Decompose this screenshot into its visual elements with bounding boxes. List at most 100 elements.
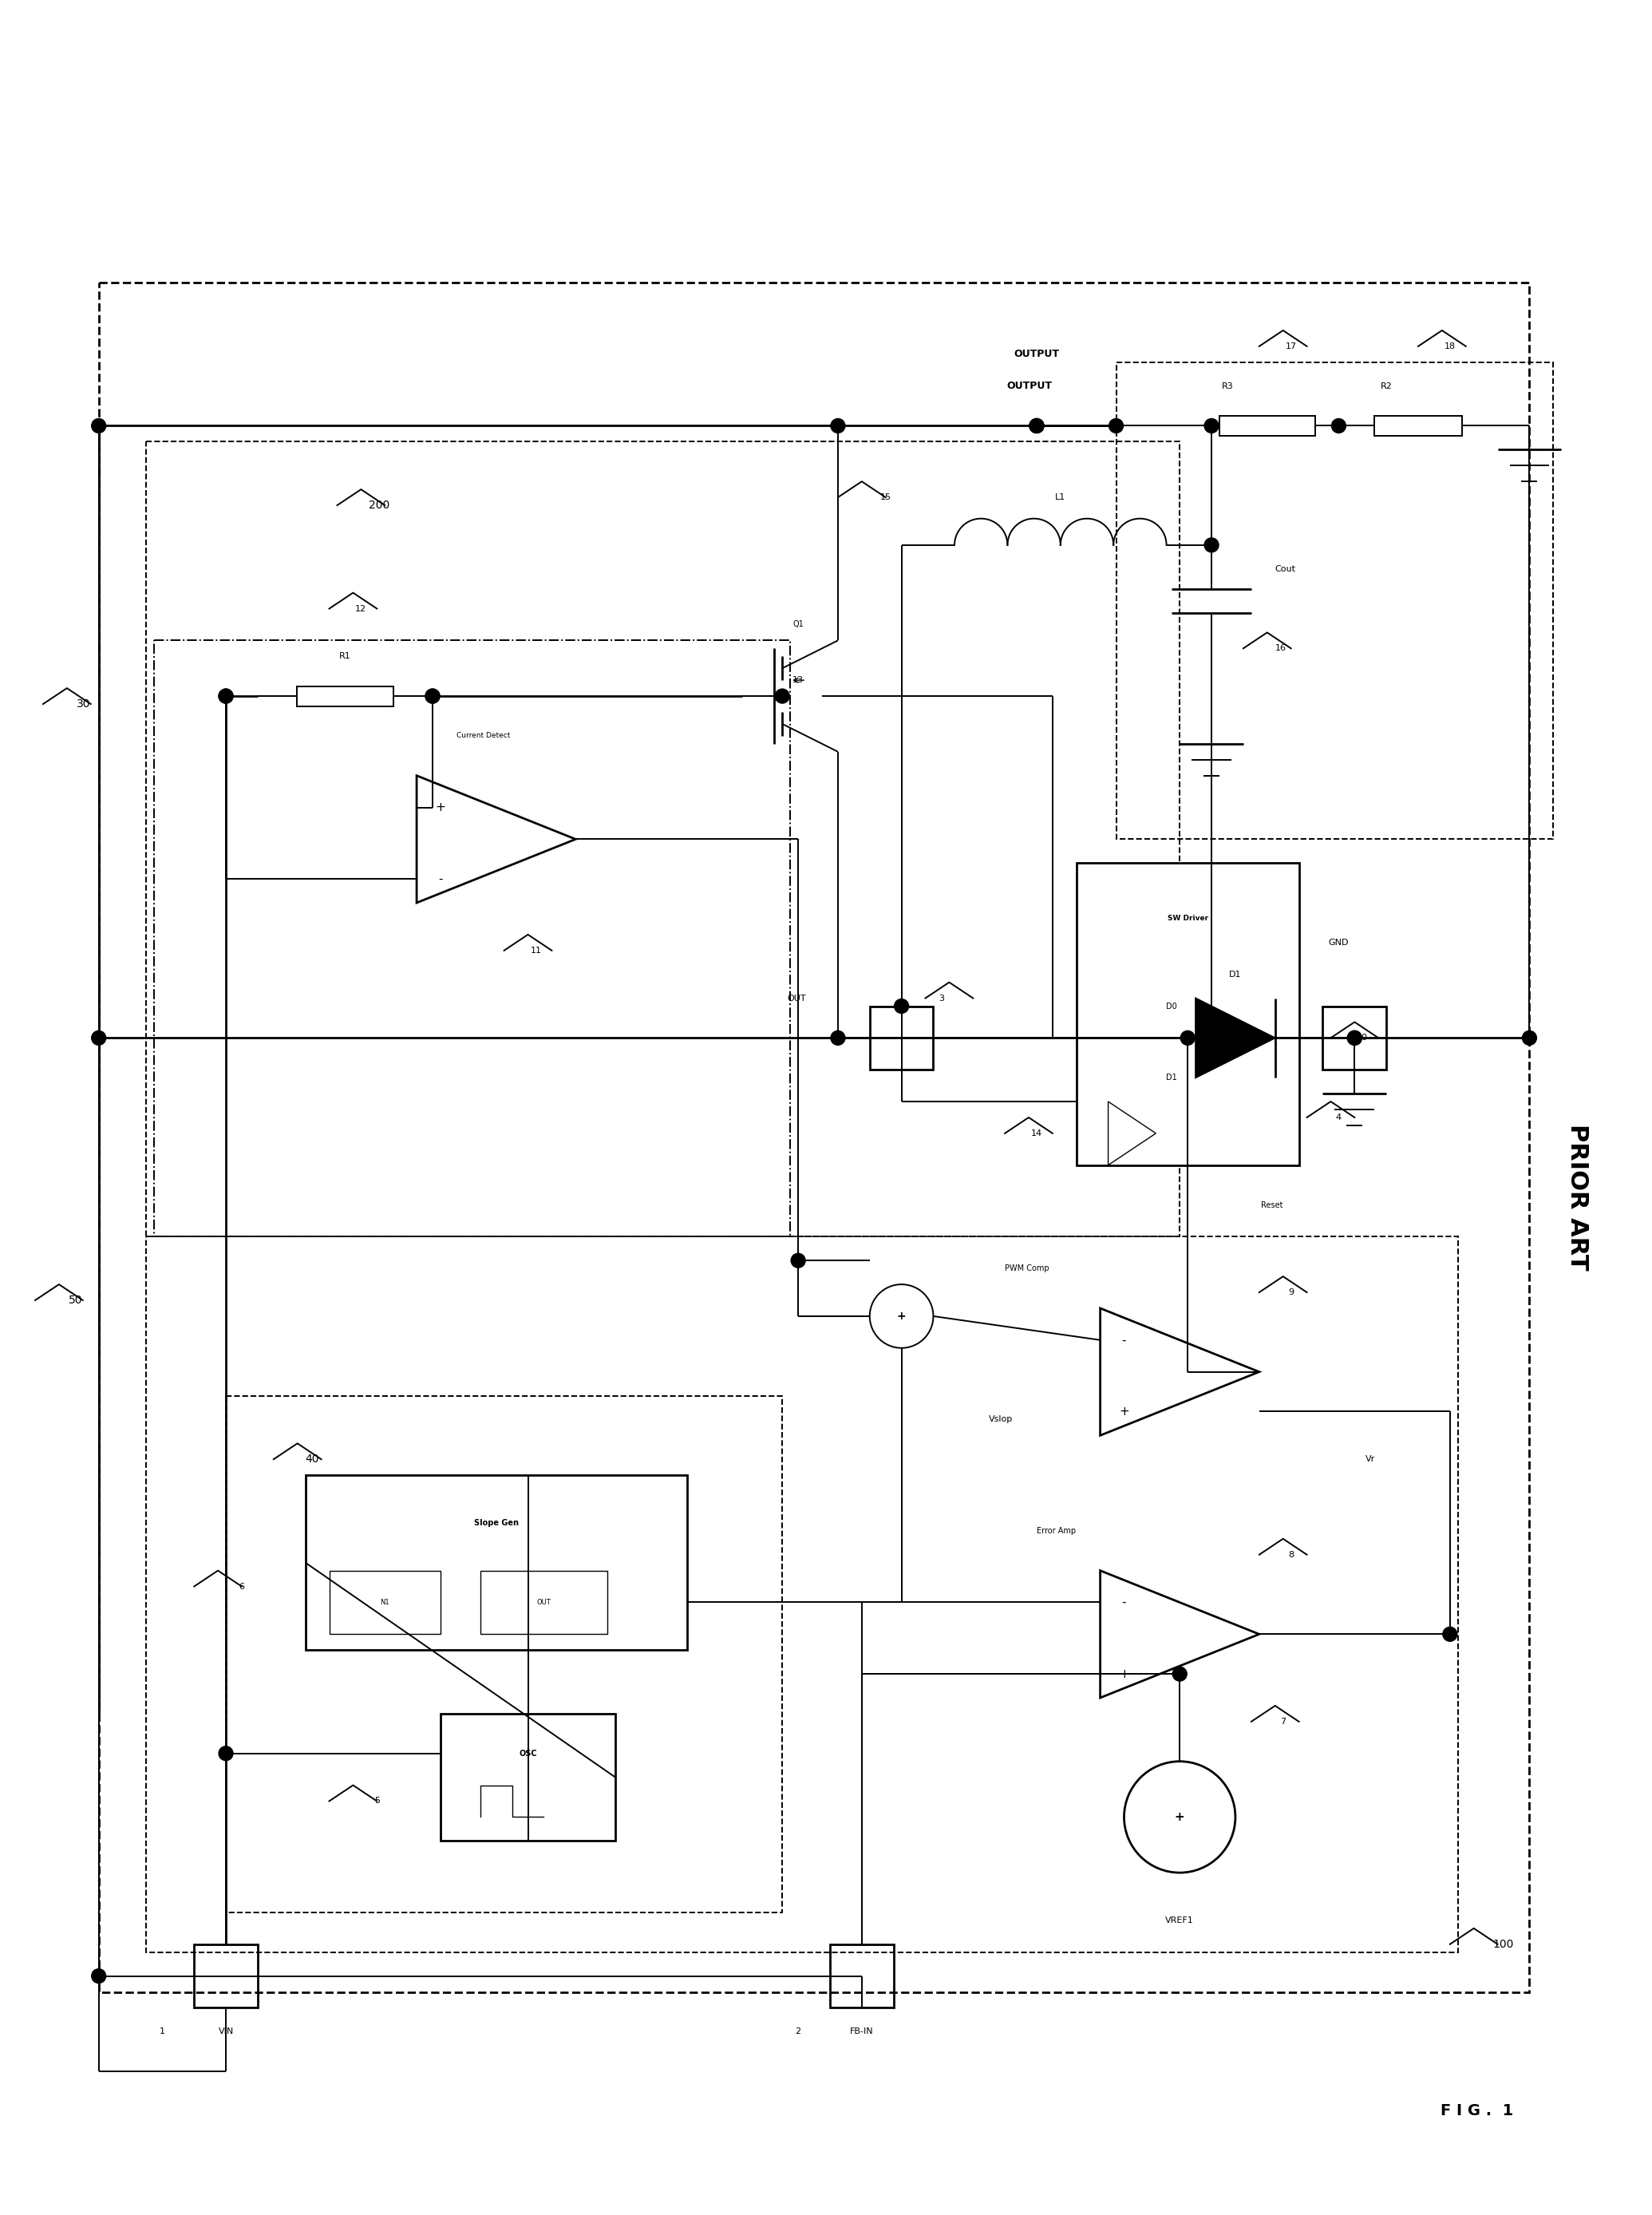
Circle shape bbox=[1521, 1030, 1536, 1045]
Text: -: - bbox=[1122, 1333, 1127, 1347]
Circle shape bbox=[1029, 419, 1044, 432]
Circle shape bbox=[91, 1969, 106, 1982]
Text: FB-IN: FB-IN bbox=[849, 2027, 874, 2036]
Text: Vi: Vi bbox=[793, 1256, 803, 1265]
Text: Slope Gen: Slope Gen bbox=[474, 1519, 519, 1526]
Circle shape bbox=[831, 1030, 846, 1045]
Bar bbox=[1323, 1006, 1386, 1070]
Text: 10: 10 bbox=[1356, 1034, 1368, 1041]
Text: +: + bbox=[436, 802, 446, 813]
Text: OUTPUT: OUTPUT bbox=[1014, 350, 1059, 359]
Text: OUT: OUT bbox=[788, 995, 806, 1001]
Text: 9: 9 bbox=[1289, 1289, 1294, 1296]
Text: +: + bbox=[1175, 1812, 1184, 1823]
Text: +: + bbox=[1118, 1407, 1130, 1418]
Text: D0: D0 bbox=[1166, 1001, 1178, 1010]
Text: 7: 7 bbox=[1280, 1717, 1285, 1725]
Bar bbox=[147, 1236, 1459, 1951]
Circle shape bbox=[1173, 1666, 1186, 1681]
Circle shape bbox=[775, 689, 790, 702]
Text: 14: 14 bbox=[1031, 1130, 1042, 1136]
Text: R3: R3 bbox=[1221, 381, 1234, 390]
Text: OUTPUT: OUTPUT bbox=[1008, 381, 1052, 392]
Circle shape bbox=[218, 689, 233, 702]
Text: 18: 18 bbox=[1444, 343, 1455, 350]
Text: 100: 100 bbox=[1492, 1938, 1513, 1949]
Circle shape bbox=[1204, 1030, 1219, 1045]
Bar bbox=[329, 1570, 441, 1635]
Text: PRIOR ART: PRIOR ART bbox=[1566, 1123, 1589, 1269]
Text: R2: R2 bbox=[1381, 381, 1393, 390]
Polygon shape bbox=[1196, 999, 1275, 1079]
Text: VREF1: VREF1 bbox=[1165, 1916, 1194, 1925]
Bar bbox=[1077, 864, 1298, 1165]
Text: 16: 16 bbox=[1275, 645, 1287, 653]
Text: 6: 6 bbox=[240, 1582, 244, 1590]
Circle shape bbox=[894, 999, 909, 1012]
Circle shape bbox=[1332, 419, 1346, 432]
Text: Q1: Q1 bbox=[793, 620, 803, 629]
Circle shape bbox=[1204, 419, 1219, 432]
Bar bbox=[193, 1945, 258, 2007]
Circle shape bbox=[1029, 419, 1044, 432]
Text: 12: 12 bbox=[355, 605, 367, 614]
Circle shape bbox=[1442, 1628, 1457, 1641]
Circle shape bbox=[791, 1254, 805, 1267]
Circle shape bbox=[426, 689, 439, 702]
Bar bbox=[1219, 416, 1315, 436]
Bar bbox=[226, 1395, 783, 1912]
Circle shape bbox=[1181, 1030, 1194, 1045]
Text: Current Detect: Current Detect bbox=[456, 733, 510, 740]
Text: D1: D1 bbox=[1166, 1074, 1178, 1081]
Circle shape bbox=[91, 1030, 106, 1045]
Text: PWM Comp: PWM Comp bbox=[1004, 1265, 1049, 1271]
Text: N1: N1 bbox=[380, 1599, 390, 1606]
Circle shape bbox=[1029, 419, 1044, 432]
Bar bbox=[1374, 416, 1462, 436]
Circle shape bbox=[1108, 419, 1123, 432]
Text: -: - bbox=[438, 873, 443, 886]
Text: 4: 4 bbox=[1336, 1114, 1341, 1121]
Text: GND: GND bbox=[1328, 939, 1348, 946]
Text: OSC: OSC bbox=[519, 1750, 537, 1756]
Bar bbox=[1117, 363, 1553, 839]
Text: OUT: OUT bbox=[537, 1599, 550, 1606]
Text: Vr: Vr bbox=[1366, 1455, 1376, 1464]
Text: 13: 13 bbox=[793, 676, 805, 684]
Text: 17: 17 bbox=[1285, 343, 1297, 350]
Text: 50: 50 bbox=[69, 1296, 83, 1307]
Text: F I G .  1: F I G . 1 bbox=[1441, 2104, 1513, 2120]
Circle shape bbox=[1204, 538, 1219, 552]
Circle shape bbox=[426, 689, 439, 702]
Circle shape bbox=[218, 1745, 233, 1761]
Circle shape bbox=[831, 419, 846, 432]
Circle shape bbox=[218, 689, 233, 702]
Bar bbox=[154, 640, 790, 1236]
Bar bbox=[481, 1570, 608, 1635]
Text: +: + bbox=[897, 1311, 907, 1322]
Circle shape bbox=[1348, 1030, 1361, 1045]
Text: 15: 15 bbox=[881, 494, 890, 501]
Circle shape bbox=[1348, 1030, 1361, 1045]
Text: 40: 40 bbox=[306, 1453, 319, 1464]
Text: 8: 8 bbox=[1289, 1550, 1294, 1559]
Bar bbox=[441, 1714, 615, 1841]
Bar bbox=[306, 1475, 687, 1650]
Text: 2: 2 bbox=[795, 2027, 801, 2036]
Circle shape bbox=[91, 419, 106, 432]
Text: SW Driver: SW Driver bbox=[1168, 915, 1208, 921]
Bar bbox=[829, 1945, 894, 2007]
Text: 11: 11 bbox=[530, 946, 542, 955]
Text: L1: L1 bbox=[1056, 494, 1066, 501]
Bar bbox=[147, 441, 1180, 1236]
Text: Reset: Reset bbox=[1260, 1201, 1284, 1209]
Text: Error Amp: Error Amp bbox=[1037, 1526, 1075, 1535]
Text: 30: 30 bbox=[76, 698, 91, 709]
Text: 1: 1 bbox=[160, 2027, 165, 2036]
Text: +: + bbox=[1118, 1668, 1130, 1679]
Text: 5: 5 bbox=[373, 1796, 380, 1805]
Text: 3: 3 bbox=[938, 995, 943, 1001]
Text: 200: 200 bbox=[368, 501, 390, 512]
Text: -: - bbox=[1122, 1597, 1127, 1608]
Text: Cout: Cout bbox=[1275, 565, 1295, 574]
